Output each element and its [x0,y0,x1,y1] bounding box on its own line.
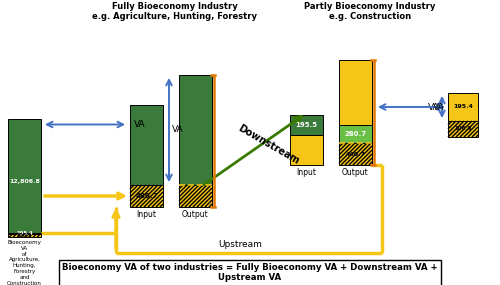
Text: 440.7: 440.7 [346,152,366,156]
Text: VA: VA [134,120,145,129]
Text: 195.5: 195.5 [296,122,318,128]
Bar [448,121,478,137]
Text: 480.7: 480.7 [136,193,158,199]
Bar [8,119,41,233]
Text: Output: Output [182,210,209,219]
Bar [130,185,163,207]
Text: Output: Output [342,168,369,177]
Text: VA: VA [434,103,445,111]
Bar [8,234,41,237]
Text: 306.9: 306.9 [17,233,32,238]
Bar [448,93,478,121]
Bar [130,105,163,185]
Text: Downstream: Downstream [236,123,301,166]
Text: 195.4: 195.4 [453,105,473,109]
Text: 12,806.8: 12,806.8 [9,179,40,184]
Bar [339,125,372,143]
Text: 195.4: 195.4 [16,231,33,236]
Text: Bioeconomy VA of two industries = Fully Bioeconomy VA + Downstream VA +
Upstream: Bioeconomy VA of two industries = Fully … [62,263,438,282]
Text: Partly Bioeconomy Industry
e.g. Construction: Partly Bioeconomy Industry e.g. Construc… [304,2,436,21]
Text: VA: VA [428,103,440,111]
Text: Upstream: Upstream [218,240,262,249]
Bar [339,143,372,165]
Bar [179,185,212,207]
Text: 106.9: 106.9 [454,127,471,131]
Bar [290,115,323,135]
Bar [290,135,323,165]
Text: 280.7: 280.7 [344,131,366,137]
Bar [339,60,372,125]
Text: VA: VA [172,125,184,135]
Bar [179,75,212,185]
Text: Fully Bioeconomy Industry
e.g. Agriculture, Hunting, Forestry: Fully Bioeconomy Industry e.g. Agricultu… [92,2,258,21]
Text: Input: Input [136,210,156,219]
Bar [8,233,41,234]
Text: Input: Input [296,168,316,177]
Text: Bioeconomy
VA
of
Agriculture,
Hunting,
Forestry
and
Construction: Bioeconomy VA of Agriculture, Hunting, F… [7,240,42,285]
